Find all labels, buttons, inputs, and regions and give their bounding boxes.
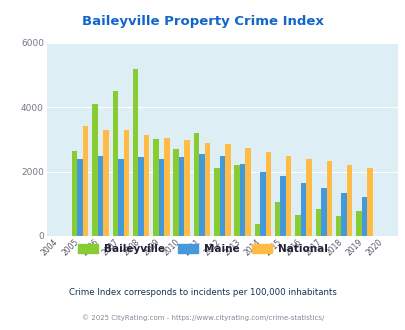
Bar — [92, 104, 98, 236]
Bar — [184, 140, 190, 236]
Bar — [112, 91, 118, 236]
Bar — [143, 135, 149, 236]
Bar — [164, 138, 169, 236]
Text: Baileyville Property Crime Index: Baileyville Property Crime Index — [82, 15, 323, 28]
Bar — [326, 161, 331, 236]
Bar — [315, 209, 320, 236]
Bar — [294, 215, 300, 236]
Bar — [83, 126, 88, 236]
Bar — [239, 164, 245, 236]
Bar — [305, 159, 311, 236]
Bar — [300, 183, 305, 236]
Bar — [355, 212, 361, 236]
Bar — [138, 157, 143, 236]
Bar — [153, 140, 158, 236]
Bar — [213, 168, 219, 236]
Bar — [98, 155, 103, 236]
Bar — [335, 216, 341, 236]
Text: © 2025 CityRating.com - https://www.cityrating.com/crime-statistics/: © 2025 CityRating.com - https://www.city… — [82, 314, 323, 321]
Bar — [179, 157, 184, 236]
Bar — [260, 172, 265, 236]
Bar — [346, 165, 352, 236]
Bar — [265, 152, 271, 236]
Bar — [103, 130, 109, 236]
Bar — [366, 168, 372, 236]
Text: Crime Index corresponds to incidents per 100,000 inhabitants: Crime Index corresponds to incidents per… — [69, 287, 336, 297]
Bar — [219, 155, 224, 236]
Bar — [123, 130, 129, 236]
Bar — [320, 188, 326, 236]
Bar — [118, 159, 123, 236]
Bar — [234, 165, 239, 236]
Bar — [158, 159, 164, 236]
Bar — [361, 197, 366, 236]
Bar — [254, 224, 260, 236]
Legend: Baileyville, Maine, National: Baileyville, Maine, National — [73, 239, 332, 258]
Bar — [280, 177, 285, 236]
Bar — [199, 154, 204, 236]
Bar — [341, 193, 346, 236]
Bar — [132, 69, 138, 236]
Bar — [224, 144, 230, 236]
Bar — [204, 143, 210, 236]
Bar — [285, 156, 291, 236]
Bar — [173, 149, 179, 236]
Bar — [245, 148, 250, 236]
Bar — [72, 151, 77, 236]
Bar — [193, 133, 199, 236]
Bar — [77, 159, 83, 236]
Bar — [274, 202, 280, 236]
